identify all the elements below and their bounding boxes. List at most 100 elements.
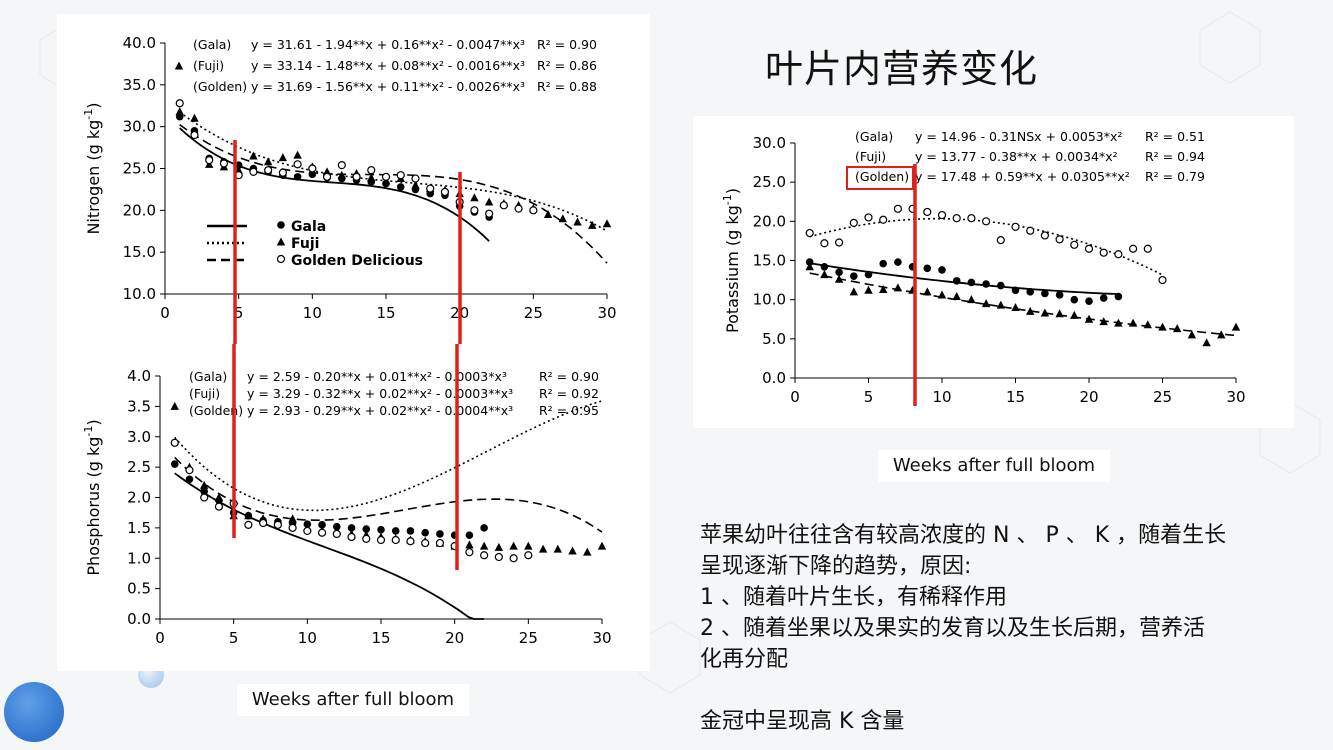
data-point (264, 166, 273, 175)
series-golden-delicious (175, 99, 538, 218)
y-tick-label: 2.0 (127, 489, 151, 507)
data-point (982, 217, 991, 226)
data-point (529, 206, 538, 215)
data-point (538, 544, 548, 553)
data-point (820, 239, 829, 248)
equation-text: y = 14.96 - 0.31NSx + 0.0053*x² (915, 129, 1122, 144)
data-point (234, 161, 243, 169)
data-point (1217, 330, 1226, 339)
equation-r2: R² = 0.88 (537, 79, 597, 94)
data-point (1114, 250, 1123, 259)
data-point (317, 528, 327, 537)
data-point (543, 210, 553, 219)
data-point (1026, 306, 1035, 315)
y-tick-label: 40.0 (123, 34, 156, 52)
data-point (1158, 322, 1167, 331)
data-point (190, 113, 199, 122)
equation-label: (Fuji) (193, 58, 224, 73)
data-point (1114, 292, 1123, 301)
data-point (381, 172, 391, 181)
x-tick-label: 30 (1226, 388, 1245, 406)
regression-curve-golden-delicious (809, 217, 1163, 276)
slide-title: 叶片内营养变化 (765, 47, 1039, 91)
data-point (1231, 322, 1241, 331)
data-point (937, 290, 947, 299)
body-line: 化再分配 (700, 647, 789, 672)
x-tick-label: 20 (445, 629, 464, 647)
data-point (205, 156, 214, 165)
body-text: 苹果幼叶往往含有较高浓度的 N 、 P 、 K ，随着生长 呈现逐渐下降的趋势，… (700, 520, 1310, 737)
data-point (597, 541, 607, 550)
equation-text: y = 3.29 - 0.32**x + 0.02**x² - 0.0003**… (247, 386, 513, 401)
data-point (273, 520, 282, 529)
data-point (435, 538, 445, 548)
data-point (1187, 330, 1197, 339)
data-point (175, 99, 184, 108)
data-point (484, 197, 494, 206)
data-point (293, 160, 302, 169)
data-point (588, 220, 597, 229)
x-tick-label: 20 (1079, 388, 1098, 406)
data-point (1011, 303, 1020, 311)
y-tick-label: 5.0 (762, 330, 786, 348)
data-point (1084, 244, 1094, 253)
data-point (849, 218, 858, 228)
data-point (214, 502, 224, 511)
x-tick-label: 5 (234, 304, 244, 322)
data-point (509, 541, 518, 550)
data-point (308, 170, 317, 179)
body-line: 呈现逐渐下降的趋势，原因: (700, 554, 972, 579)
y-tick-label: 25.0 (123, 160, 156, 178)
legend-label: Golden Delicious (291, 253, 423, 269)
body-line: 苹果幼叶往往含有较高浓度的 N 、 P 、 K ，随着生长 (700, 523, 1227, 548)
equation-r2: R² = 0.79 (1145, 169, 1205, 184)
x-tick-label: 0 (155, 629, 165, 647)
data-point (1143, 320, 1152, 329)
data-point (1026, 288, 1034, 296)
data-point (391, 535, 400, 545)
legend-label: Gala (291, 219, 326, 235)
data-point (573, 217, 582, 226)
y-tick-label: 10.0 (753, 291, 786, 309)
series-golden-delicious (805, 204, 1167, 285)
equation-label: (Gala) (855, 129, 893, 144)
data-point (465, 548, 474, 557)
regression-curve-gala (179, 127, 490, 242)
data-point (805, 262, 814, 271)
data-point (367, 166, 376, 175)
y-tick-label: 4.0 (127, 367, 151, 385)
data-point (864, 270, 873, 279)
equation-r2: R² = 0.86 (537, 58, 597, 73)
data-point (1055, 235, 1064, 244)
data-point (278, 168, 287, 177)
y-tick-label: 3.5 (127, 397, 151, 415)
data-point (396, 171, 405, 180)
x-tick-label: 5 (864, 388, 874, 406)
y-tick-label: 15.0 (123, 243, 156, 261)
data-point (214, 493, 224, 501)
data-point (967, 295, 976, 304)
data-point (864, 213, 873, 222)
data-point (322, 172, 332, 181)
data-point (337, 170, 346, 179)
data-point (185, 466, 194, 475)
data-point (440, 187, 450, 197)
data-point (396, 183, 405, 191)
equation-label: (Golden) (189, 403, 243, 418)
data-point (352, 172, 361, 181)
data-point (524, 551, 533, 560)
data-point (938, 266, 946, 274)
regression-curve-fuji (174, 400, 603, 512)
data-point (494, 542, 504, 551)
data-point (376, 535, 386, 545)
data-point (174, 61, 184, 70)
left-chart-caption: Weeks after full bloom (237, 684, 469, 716)
x-tick-label: 30 (592, 629, 611, 647)
equation-r2: R² = 0.92 (539, 386, 599, 401)
data-point (1041, 289, 1049, 298)
data-point (893, 204, 902, 213)
data-point (377, 525, 385, 534)
data-point (1040, 308, 1050, 317)
right-chart-caption: Weeks after full bloom (878, 450, 1110, 482)
series-fuji (170, 401, 607, 556)
